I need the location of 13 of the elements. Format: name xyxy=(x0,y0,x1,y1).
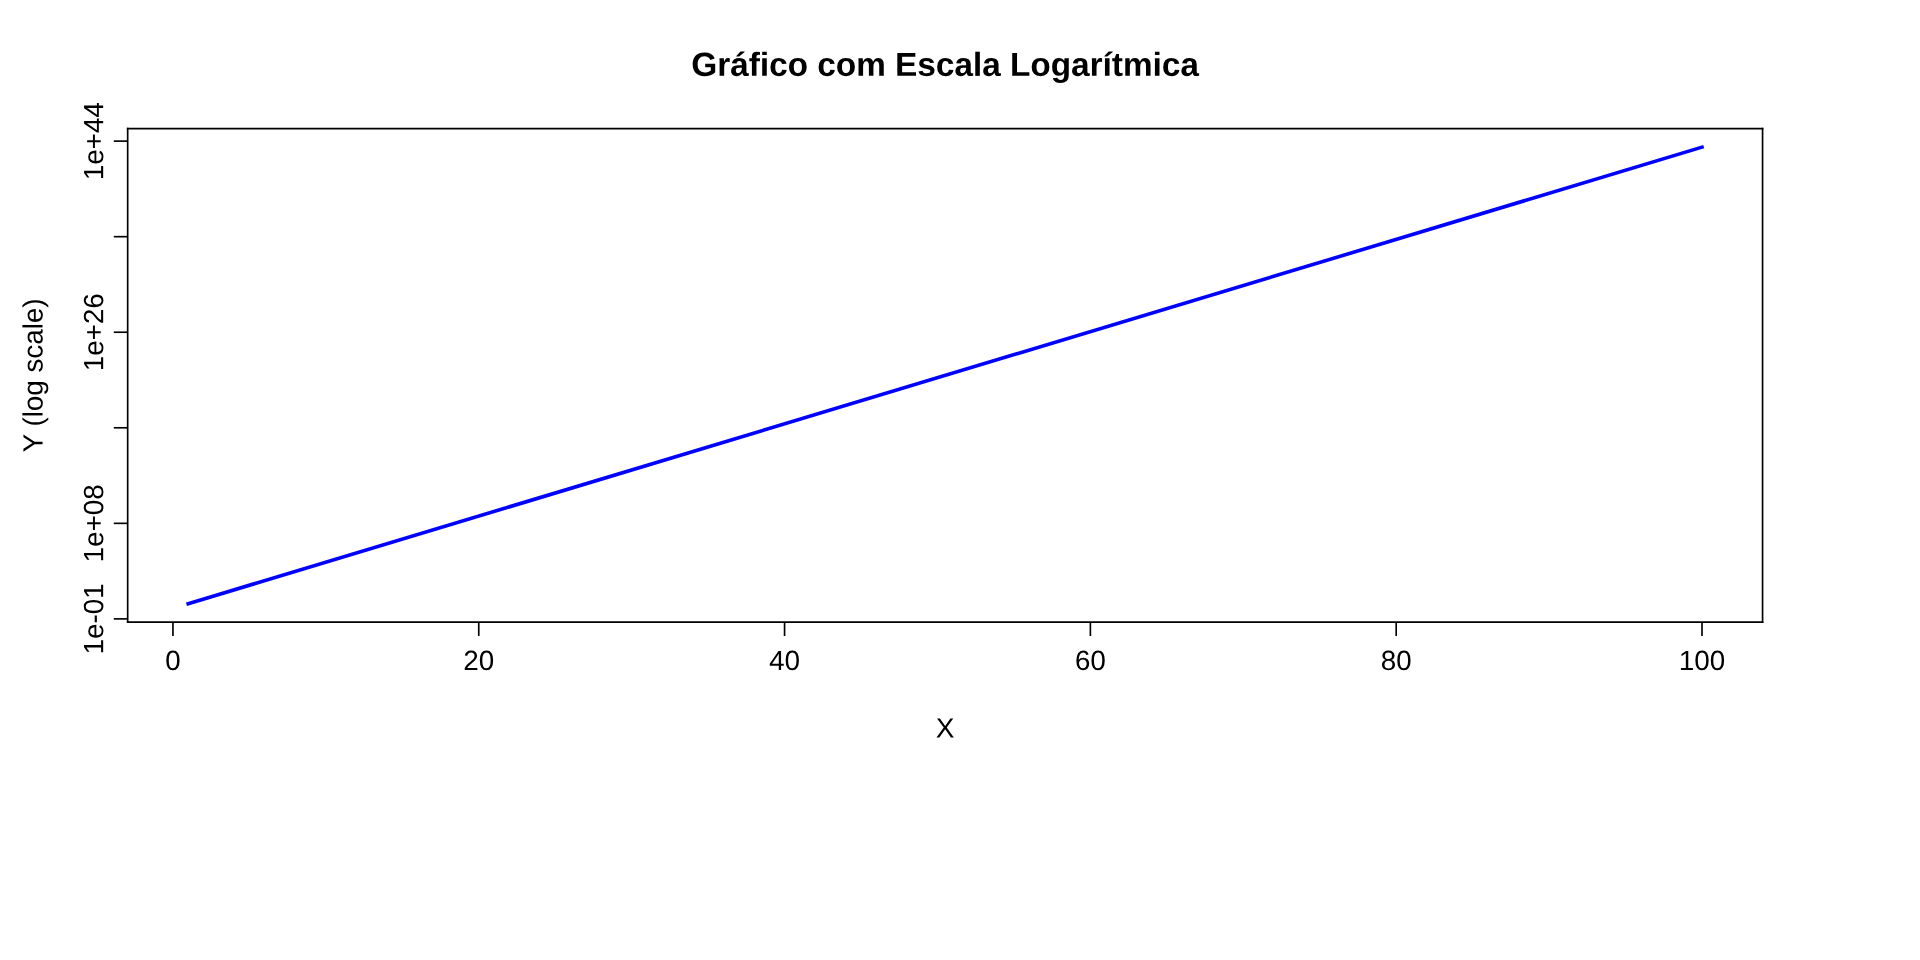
x-tick-label: 60 xyxy=(1076,650,1105,671)
y-tick-label: 1e+44 xyxy=(84,102,104,179)
y-tick-label: 1e-01 xyxy=(83,584,104,653)
y-axis-title: Y (log scale) xyxy=(22,300,49,452)
x-tick-label: 0 xyxy=(166,650,180,671)
y-tick-label: 1e+08 xyxy=(83,485,104,561)
x-tick-label: 40 xyxy=(769,650,799,671)
x-tick-label: 100 xyxy=(1680,650,1725,671)
y-tick-label: 1e+26 xyxy=(83,294,104,370)
x-tick-label: 20 xyxy=(464,650,494,671)
chart-title: Gráfico com Escala Logarítmica xyxy=(692,51,1200,83)
x-tick-label: 80 xyxy=(1381,650,1411,671)
x-axis-title: X xyxy=(936,718,954,738)
